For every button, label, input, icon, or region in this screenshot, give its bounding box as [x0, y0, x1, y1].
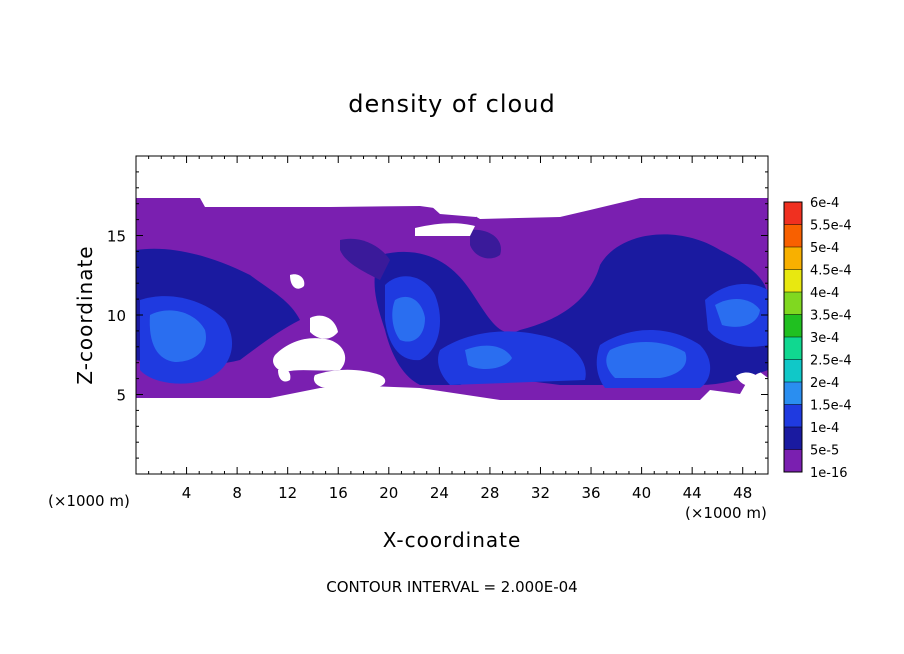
- x-tick-label: 36: [581, 484, 600, 502]
- colorbar-swatch: [784, 359, 802, 382]
- y-tick-label: 5: [116, 387, 126, 405]
- colorbar-swatch: [784, 337, 802, 360]
- y-axis-title: Z-coordinate: [73, 245, 97, 384]
- y-tick-label: 10: [107, 307, 126, 325]
- colorbar-swatch: [784, 269, 802, 292]
- x-tick-label: 12: [278, 484, 297, 502]
- colorbar-swatch: [784, 247, 802, 270]
- y-tick-label: 15: [107, 228, 126, 246]
- colorbar-swatch: [784, 314, 802, 337]
- x-tick-label: 20: [379, 484, 398, 502]
- x-tick-label: 48: [733, 484, 752, 502]
- x-tick-label: 16: [329, 484, 348, 502]
- x-tick-label: 32: [531, 484, 550, 502]
- x-tick-label: 40: [632, 484, 651, 502]
- colorbar-label: 4e-4: [810, 286, 839, 301]
- colorbar-swatch: [784, 404, 802, 427]
- y-unit-label: (×1000 m): [48, 492, 130, 510]
- x-axis-title: X-coordinate: [383, 528, 522, 552]
- colorbar-label: 2.5e-4: [810, 354, 852, 369]
- chart-title: density of cloud: [348, 90, 555, 118]
- x-tick-label: 24: [430, 484, 449, 502]
- x-tick-label: 44: [683, 484, 702, 502]
- x-tick-label: 8: [232, 484, 242, 502]
- colorbar-label: 3e-4: [810, 331, 839, 346]
- colorbar-swatch: [784, 224, 802, 247]
- colorbar-label: 1e-4: [810, 421, 839, 436]
- cloud-field: [136, 198, 768, 400]
- colorbar-label: 6e-4: [810, 196, 839, 211]
- x-unit-label: (×1000 m): [685, 504, 767, 522]
- x-axis: 4 8 12 16 20 24 28 32 36 40 44 48: [148, 156, 756, 502]
- colorbar-swatch: [784, 449, 802, 472]
- colorbar-label: 5e-4: [810, 241, 839, 256]
- colorbar-label: 5e-5: [810, 444, 839, 459]
- colorbar-label: 1.5e-4: [810, 399, 852, 414]
- colorbar-label: 2e-4: [810, 376, 839, 391]
- colorbar-swatch: [784, 382, 802, 405]
- colorbar-label: 1e-16: [810, 466, 848, 481]
- contour-interval-label: CONTOUR INTERVAL = 2.000E-04: [326, 578, 577, 596]
- x-tick-label: 4: [182, 484, 192, 502]
- y-axis: 5 10 15: [107, 171, 768, 459]
- colorbar-swatch: [784, 292, 802, 315]
- x-tick-label: 28: [480, 484, 499, 502]
- colorbar: 1e-16 5e-5 1e-4 1.5e-4 2e-4 2.5e-4 3e-4 3.5e-4 4…: [783, 196, 852, 481]
- colorbar-swatch: [784, 202, 802, 225]
- colorbar-label: 4.5e-4: [810, 264, 852, 279]
- colorbar-label: 5.5e-4: [810, 219, 852, 234]
- colorbar-label: 3.5e-4: [810, 309, 852, 324]
- colorbar-swatch: [784, 427, 802, 450]
